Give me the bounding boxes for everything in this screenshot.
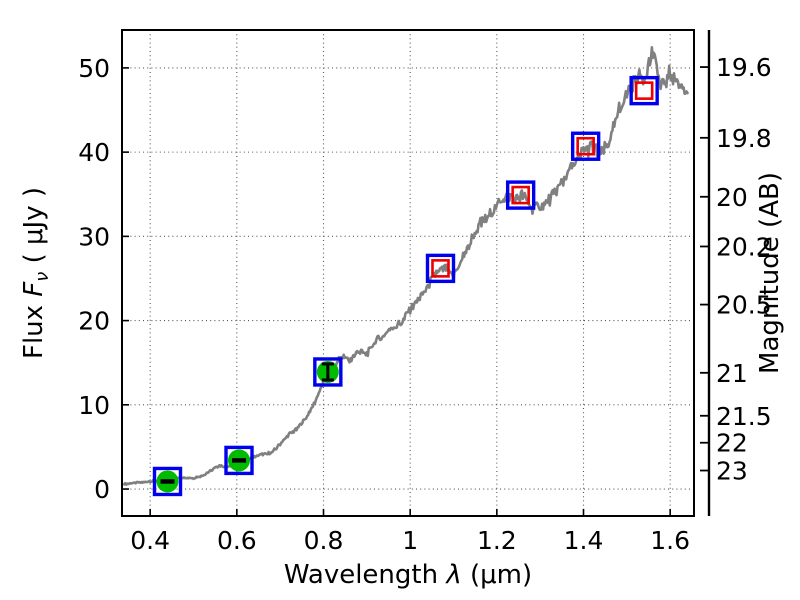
x-tick-label: 1.4 (564, 526, 604, 555)
y2-tick-label: 20 (716, 183, 748, 212)
photometry-point[interactable] (152, 466, 183, 497)
photometry-point[interactable] (313, 357, 343, 387)
photometry-point[interactable] (570, 131, 601, 161)
marker-blue-square (505, 180, 536, 210)
marker-blue-square (425, 253, 456, 284)
y2-tick-label: 21 (716, 359, 748, 388)
axis-ticks (122, 66, 709, 516)
marker-red-square (511, 185, 530, 205)
x-tick-label: 0.8 (304, 526, 344, 555)
photometry-point[interactable] (629, 75, 659, 106)
y-tick-label: 20 (78, 307, 110, 336)
y2-tick-label: 20.5 (716, 291, 772, 320)
marker-blue-square (313, 357, 343, 387)
x-tick-label: 1.2 (477, 526, 517, 555)
y2-tick-label: 19.6 (716, 53, 772, 82)
marker-blue-square (570, 131, 601, 161)
x-tick-label: 0.6 (217, 526, 257, 555)
x-tick-label: 1 (402, 526, 418, 555)
y2-tick-label: 21.5 (716, 402, 772, 431)
photometry-point[interactable] (505, 180, 536, 210)
photometry-point[interactable] (224, 445, 254, 476)
y2-tick-label: 22 (716, 429, 748, 458)
x-tick-label: 0.4 (130, 526, 170, 555)
axis-tick-labels: 0.4 0.6 0.8 1 1.2 1.4 1.6 0 10 20 30 40 50 19.6 19.8 20… (78, 53, 771, 555)
marker-red-square (634, 81, 654, 100)
y-axis-title: Flux Fν ( μJy ) (19, 187, 53, 359)
marker-blue-square (224, 445, 254, 476)
y-axis-title-text: Flux Fν ( μJy ) (19, 187, 53, 359)
photometry-markers (152, 75, 659, 497)
x-tick-label: 1.6 (650, 526, 690, 555)
y-tick-label: 0 (94, 475, 110, 504)
y2-tick-label: 20.2 (716, 232, 772, 261)
y-tick-label: 10 (78, 391, 110, 420)
x-axis-title: Wavelength λ (μm) (284, 560, 532, 590)
y2-tick-label: 19.8 (716, 124, 772, 153)
axes-frame (121, 29, 711, 517)
photometry-point[interactable] (425, 253, 456, 284)
marker-red-square (431, 259, 450, 278)
marker-blue-square (629, 75, 659, 106)
grid-lines (122, 30, 694, 516)
y2-tick-label: 23 (716, 457, 748, 486)
y2-axis-title: Magnitude (AB) (755, 172, 785, 374)
marker-red-square (576, 136, 595, 156)
marker-blue-square (152, 466, 183, 497)
axes-border (121, 29, 695, 517)
y-tick-label: 50 (78, 54, 110, 83)
y-tick-label: 40 (78, 138, 110, 167)
y-tick-label: 30 (78, 222, 110, 251)
